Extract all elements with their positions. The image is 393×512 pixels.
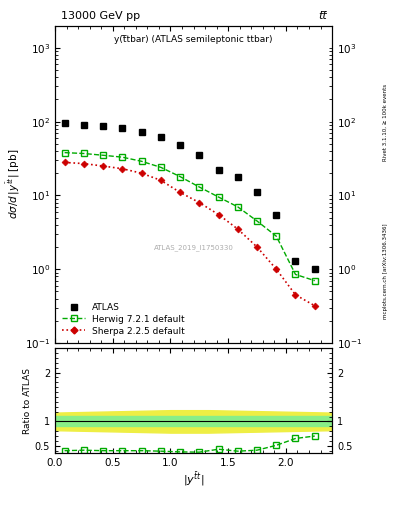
ATLAS	[312, 266, 317, 272]
Herwig 7.2.1 default	[120, 154, 125, 160]
ATLAS	[274, 211, 279, 218]
Sherpa 2.2.5 default	[293, 292, 298, 298]
ATLAS	[235, 174, 240, 180]
ATLAS	[255, 189, 259, 196]
Y-axis label: $d\sigma/d\,|y^{\bar{t}t}|$ [pb]: $d\sigma/d\,|y^{\bar{t}t}|$ [pb]	[5, 149, 22, 220]
ATLAS	[216, 167, 221, 173]
X-axis label: $|y^{\bar{t}t}|$: $|y^{\bar{t}t}|$	[183, 471, 204, 488]
Sherpa 2.2.5 default	[101, 163, 105, 169]
Y-axis label: Ratio to ATLAS: Ratio to ATLAS	[23, 368, 32, 434]
Herwig 7.2.1 default	[274, 233, 279, 239]
Sherpa 2.2.5 default	[312, 303, 317, 309]
Herwig 7.2.1 default	[178, 174, 182, 180]
ATLAS	[120, 125, 125, 131]
ATLAS	[139, 129, 144, 135]
Text: mcplots.cern.ch [arXiv:1306.3436]: mcplots.cern.ch [arXiv:1306.3436]	[383, 224, 388, 319]
ATLAS	[178, 142, 182, 148]
Herwig 7.2.1 default	[255, 218, 259, 224]
Sherpa 2.2.5 default	[216, 211, 221, 218]
Sherpa 2.2.5 default	[255, 244, 259, 250]
Herwig 7.2.1 default	[197, 184, 202, 190]
ATLAS	[293, 258, 298, 264]
Text: 13000 GeV pp: 13000 GeV pp	[61, 11, 140, 21]
Line: Sherpa 2.2.5 default: Sherpa 2.2.5 default	[64, 162, 315, 306]
ATLAS	[81, 122, 86, 128]
Herwig 7.2.1 default	[293, 271, 298, 278]
Herwig 7.2.1 default	[216, 194, 221, 200]
Legend: ATLAS, Herwig 7.2.1 default, Sherpa 2.2.5 default: ATLAS, Herwig 7.2.1 default, Sherpa 2.2.…	[59, 301, 187, 338]
Text: ATLAS_2019_I1750330: ATLAS_2019_I1750330	[154, 244, 233, 251]
Herwig 7.2.1 default	[158, 164, 163, 170]
Sherpa 2.2.5 default	[120, 166, 125, 172]
Sherpa 2.2.5 default	[178, 189, 182, 196]
Line: ATLAS: ATLAS	[61, 120, 318, 273]
Herwig 7.2.1 default	[101, 152, 105, 158]
Herwig 7.2.1 default	[81, 151, 86, 157]
Sherpa 2.2.5 default	[62, 159, 67, 165]
Herwig 7.2.1 default	[62, 150, 67, 156]
ATLAS	[197, 152, 202, 158]
Text: y(t̅tbar) (ATLAS semileptonic ttbar): y(t̅tbar) (ATLAS semileptonic ttbar)	[114, 35, 273, 44]
Sherpa 2.2.5 default	[158, 177, 163, 183]
ATLAS	[62, 120, 67, 126]
Herwig 7.2.1 default	[312, 278, 317, 284]
Text: Rivet 3.1.10, ≥ 100k events: Rivet 3.1.10, ≥ 100k events	[383, 84, 388, 161]
Sherpa 2.2.5 default	[81, 161, 86, 167]
Sherpa 2.2.5 default	[197, 200, 202, 206]
ATLAS	[158, 134, 163, 140]
Sherpa 2.2.5 default	[235, 226, 240, 232]
Herwig 7.2.1 default	[235, 204, 240, 210]
ATLAS	[101, 123, 105, 129]
Sherpa 2.2.5 default	[274, 266, 279, 272]
Herwig 7.2.1 default	[139, 158, 144, 164]
Line: Herwig 7.2.1 default: Herwig 7.2.1 default	[64, 153, 315, 281]
Text: tt̅: tt̅	[318, 11, 327, 21]
Sherpa 2.2.5 default	[139, 170, 144, 176]
